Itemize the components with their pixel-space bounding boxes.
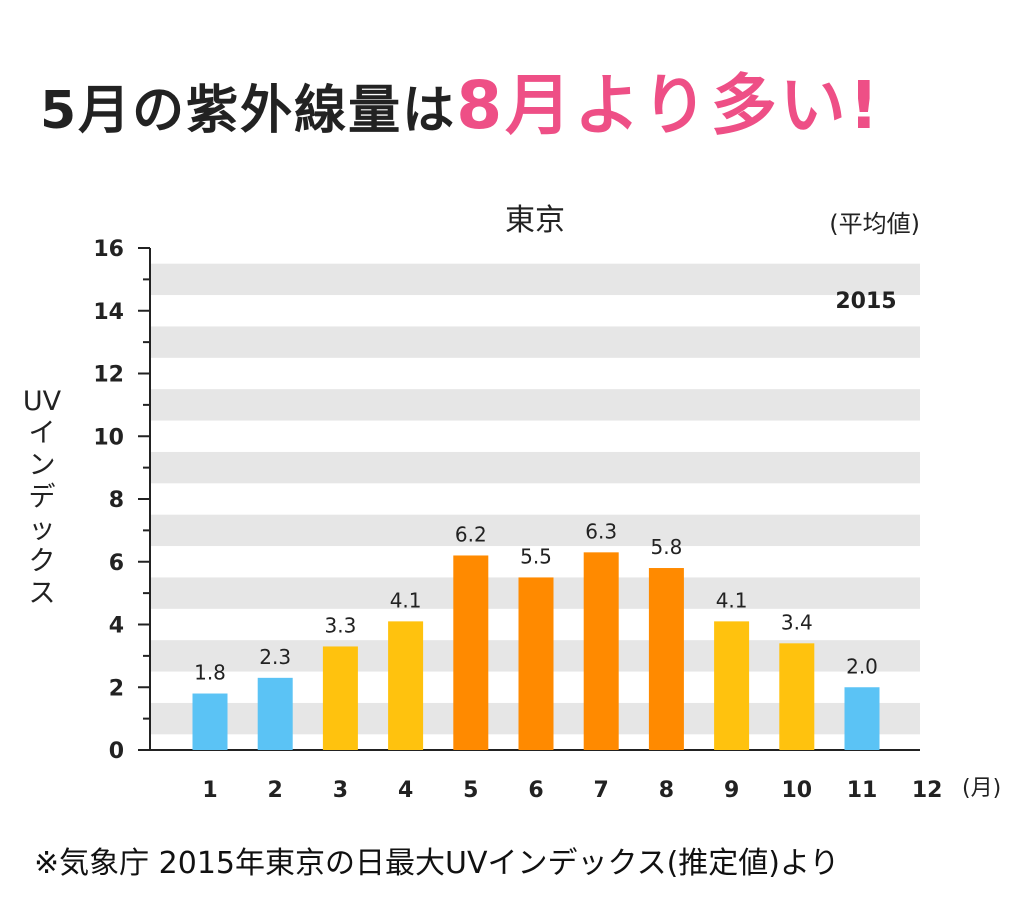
x-tick-label: 2 bbox=[268, 778, 283, 803]
y-tick-label: 14 bbox=[93, 300, 124, 325]
y-tick-label: 4 bbox=[109, 614, 124, 639]
bar-value-label: 5.5 bbox=[520, 544, 552, 568]
bar-month-2 bbox=[257, 677, 293, 750]
x-tick-label: 8 bbox=[659, 778, 674, 803]
x-tick-label: 11 bbox=[847, 778, 878, 803]
chart-subtitle: (平均値) bbox=[829, 210, 920, 238]
grid-band bbox=[150, 326, 920, 358]
y-tick-label: 2 bbox=[109, 676, 124, 701]
y-axis-label-char: ン bbox=[29, 450, 56, 481]
y-tick-label: 12 bbox=[93, 363, 124, 388]
bar-month-9 bbox=[714, 621, 750, 750]
bar-value-label: 4.1 bbox=[716, 588, 748, 612]
y-tick-label: 6 bbox=[109, 551, 124, 576]
bar-month-8 bbox=[648, 568, 684, 750]
bar-value-label: 3.4 bbox=[781, 610, 813, 634]
x-tick-label: 10 bbox=[781, 778, 812, 803]
x-tick-label: 1 bbox=[202, 778, 217, 803]
x-tick-label: 12 bbox=[912, 778, 943, 803]
y-tick-label: 16 bbox=[93, 237, 124, 262]
x-tick-label: 9 bbox=[724, 778, 739, 803]
x-tick-label: 5 bbox=[463, 778, 478, 803]
x-axis-unit: (月) bbox=[962, 776, 1001, 801]
grid-band bbox=[150, 389, 920, 421]
bar-month-1 bbox=[192, 693, 228, 750]
grid-band bbox=[150, 514, 920, 547]
bar-value-label: 6.2 bbox=[455, 522, 487, 546]
headline-part-1: 5月の紫外線量は bbox=[40, 81, 457, 141]
x-tick-label: 7 bbox=[594, 778, 609, 803]
bar-value-label: 5.8 bbox=[650, 535, 682, 559]
bar-month-6 bbox=[518, 577, 554, 750]
x-tick-label: 3 bbox=[333, 778, 348, 803]
y-axis-label-char: イ bbox=[29, 418, 56, 449]
bar-month-11 bbox=[844, 687, 880, 750]
y-tick-label: 0 bbox=[109, 739, 124, 764]
bar-month-4 bbox=[388, 621, 424, 750]
grid-band bbox=[150, 451, 920, 484]
x-tick-label: 6 bbox=[528, 778, 543, 803]
y-axis-label-char: ク bbox=[29, 546, 56, 577]
bar-month-5 bbox=[453, 555, 489, 750]
x-tick-label: 4 bbox=[398, 778, 413, 803]
grid-band bbox=[150, 263, 920, 296]
y-tick-label: 8 bbox=[109, 488, 124, 513]
bar-month-10 bbox=[779, 643, 815, 750]
chart-title: 東京 bbox=[505, 203, 565, 238]
bar-value-label: 3.3 bbox=[324, 613, 356, 637]
bar-value-label: 6.3 bbox=[585, 519, 617, 543]
bar-value-label: 2.3 bbox=[259, 645, 291, 669]
y-axis-label-char: UV bbox=[23, 386, 62, 417]
legend-year: 2015 bbox=[835, 289, 896, 314]
bar-month-7 bbox=[583, 552, 619, 750]
headline: 5月の紫外線量は8月より多い! bbox=[40, 52, 1000, 144]
y-tick-label: 10 bbox=[93, 425, 124, 450]
headline-part-2: 8月より多い! bbox=[456, 67, 882, 144]
y-axis-label-char: ス bbox=[29, 578, 56, 609]
bar-value-label: 2.0 bbox=[846, 654, 878, 678]
y-axis-label-char: デ bbox=[29, 482, 56, 513]
bar-value-label: 1.8 bbox=[194, 661, 226, 685]
source-footnote: ※気象庁 2015年東京の日最大UVインデックス(推定値)より bbox=[34, 846, 840, 881]
bar-value-label: 4.1 bbox=[390, 588, 422, 612]
y-axis-label-char: ッ bbox=[29, 514, 56, 545]
bar-month-3 bbox=[322, 646, 358, 750]
